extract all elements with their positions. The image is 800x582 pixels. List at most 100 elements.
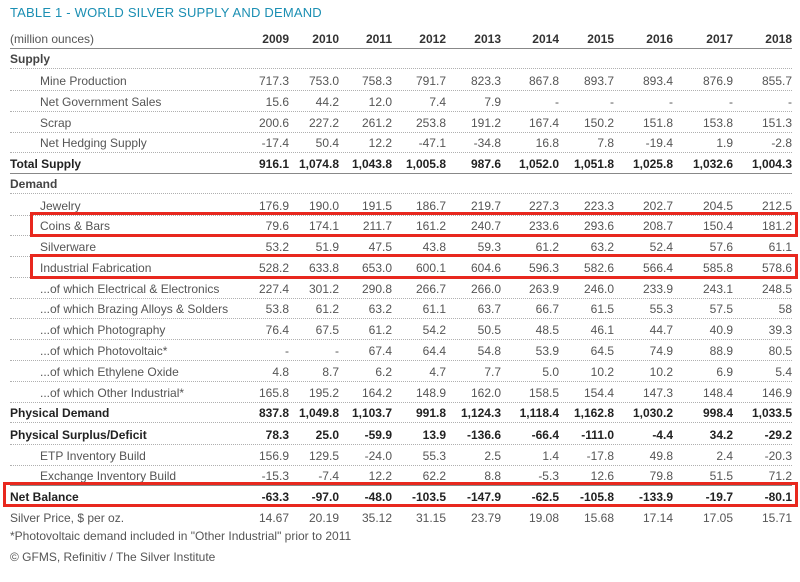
table-cell: 67.4 (368, 344, 392, 358)
table-cell: 263.9 (528, 282, 559, 296)
table-cell: 266.0 (470, 282, 501, 296)
table-cell: 212.5 (761, 199, 792, 213)
row-label: Total Supply (10, 157, 82, 171)
table-cell: 1,162.8 (573, 406, 614, 420)
row-label: ETP Inventory Build (40, 449, 146, 463)
table-cell: 1,074.8 (298, 157, 339, 171)
table-cell: 8.8 (484, 469, 501, 483)
table-cell: -29.2 (764, 428, 792, 442)
table-cell: 1,124.3 (460, 406, 501, 420)
table-cell: 146.9 (761, 386, 792, 400)
table-cell: 5.4 (775, 365, 792, 379)
table-cell: -63.3 (261, 490, 289, 504)
column-header-year: 2013 (474, 32, 501, 46)
table-cell: -19.4 (645, 136, 673, 150)
table-row: ...of which Brazing Alloys & Solders 53.8… (10, 299, 792, 319)
table-cell: 578.6 (761, 261, 792, 275)
table-cell: 15.68 (583, 511, 614, 525)
table-cell: 566.4 (642, 261, 673, 275)
unit-label: (million ounces) (10, 32, 95, 46)
table-cell: 991.8 (415, 406, 446, 420)
table-cell: 31.15 (415, 511, 446, 525)
column-header-year: 2011 (365, 32, 392, 46)
table-cell: 1,030.2 (632, 406, 673, 420)
table-cell: 158.5 (528, 386, 559, 400)
table-cell: 61.5 (590, 302, 614, 316)
table-cell: 253.8 (415, 116, 446, 130)
table-cell: 1,005.8 (405, 157, 446, 171)
table-cell: 50.4 (315, 136, 339, 150)
table-cell: -47.1 (418, 136, 446, 150)
table-row: Silverware 53.2 51.9 47.5 43.8 59.3 61.2 63.2 52… (10, 237, 792, 257)
table-cell: 893.7 (583, 74, 614, 88)
table-cell: 186.7 (415, 199, 446, 213)
table-cell: 758.3 (361, 74, 392, 88)
table-cell: 58 (778, 302, 792, 316)
table-row: Net Balance -63.3 -97.0 -48.0 -103.5 -147.9 -6… (10, 487, 792, 507)
table-row: Mine Production 717.3 753.0 758.3 791.7 823.3… (10, 71, 792, 91)
table-cell: 266.7 (415, 282, 446, 296)
table-cell: - (669, 95, 673, 109)
table-cell: 1,043.8 (351, 157, 392, 171)
table-cell: -59.9 (364, 428, 392, 442)
row-label: Supply (10, 52, 51, 66)
table-cell: 66.7 (535, 302, 559, 316)
table-cell: 61.1 (422, 302, 446, 316)
row-label: Net Hedging Supply (40, 136, 147, 150)
table-cell: 61.2 (368, 323, 392, 337)
table-cell: 893.4 (642, 74, 673, 88)
table-cell: 49.8 (649, 449, 673, 463)
column-header-year: 2016 (646, 32, 673, 46)
table-cell: 12.6 (590, 469, 614, 483)
table-cell: 290.8 (361, 282, 392, 296)
table-cell: 162.0 (470, 386, 501, 400)
table-cell: 61.1 (768, 240, 792, 254)
table-cell: 88.9 (709, 344, 733, 358)
table-cell: 164.2 (361, 386, 392, 400)
table-cell: 1,118.4 (519, 406, 559, 420)
table-row: ...of which Photography 76.4 67.5 61.2 54.2 5… (10, 320, 792, 340)
table-cell: -103.5 (411, 490, 446, 504)
table-cell: 62.2 (422, 469, 446, 483)
table-cell: 44.7 (649, 323, 673, 337)
table-cell: 10.2 (649, 365, 673, 379)
table-cell: 200.6 (258, 116, 289, 130)
table-cell: 51.5 (709, 469, 733, 483)
table-cell: 876.9 (702, 74, 733, 88)
table-cell: 5.0 (542, 365, 559, 379)
column-header-year: 2012 (419, 32, 446, 46)
table-row: ...of which Ethylene Oxide 4.8 8.7 6.2 4.7 7.… (10, 362, 792, 382)
table-cell: 15.71 (761, 511, 792, 525)
table-cell: -24.0 (364, 449, 392, 463)
table-cell: 50.5 (477, 323, 501, 337)
table-cell: 63.7 (477, 302, 501, 316)
table-cell: 161.2 (415, 219, 446, 233)
table-cell: - (335, 344, 339, 358)
table-cell: 48.5 (535, 323, 559, 337)
table-cell: 59.3 (477, 240, 501, 254)
row-label: Net Government Sales (40, 95, 162, 109)
table-cell: - (555, 95, 559, 109)
table-cell: 53.2 (265, 240, 289, 254)
table-row: Coins & Bars 79.6 174.1 211.7 161.2 240.7 233.… (10, 216, 792, 236)
table-row: ...of which Other Industrial* 165.8 195.2 1… (10, 383, 792, 403)
table-cell: 39.3 (768, 323, 792, 337)
table-cell: 17.05 (702, 511, 733, 525)
table-cell: 19.08 (528, 511, 559, 525)
table-cell: -97.0 (311, 490, 339, 504)
table-row: Industrial Fabrication 528.2 633.8 653.0 600… (10, 258, 792, 278)
row-label: Scrap (40, 116, 72, 130)
row-label: Silver Price, $ per oz. (10, 511, 125, 525)
table-cell: 837.8 (258, 406, 289, 420)
table-cell: -66.4 (531, 428, 559, 442)
table-cell: 20.19 (308, 511, 339, 525)
table-cell: 191.2 (470, 116, 501, 130)
table-cell: 74.9 (649, 344, 673, 358)
table-cell: -105.8 (579, 490, 614, 504)
table-cell: 17.14 (642, 511, 673, 525)
table-cell: 43.8 (422, 240, 446, 254)
table-cell: 12.2 (368, 469, 392, 483)
table-cell: 233.9 (642, 282, 673, 296)
table-cell: -136.6 (466, 428, 501, 442)
table-row: Net Government Sales 15.6 44.2 12.0 7.4 7.9 - -… (10, 92, 792, 112)
